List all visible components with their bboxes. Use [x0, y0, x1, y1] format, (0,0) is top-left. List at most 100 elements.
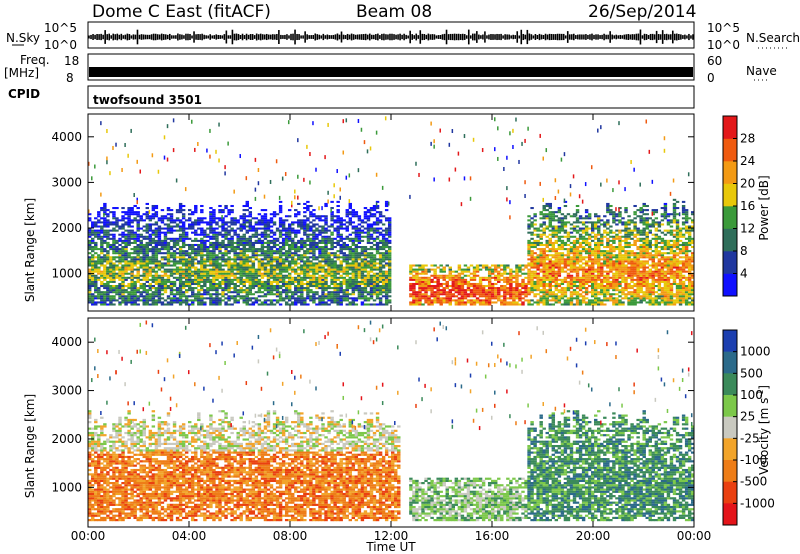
- heatmap-cell: [230, 264, 234, 267]
- heatmap-cell: [363, 248, 368, 251]
- heatmap-cell: [121, 280, 125, 283]
- heatmap-cell: [381, 280, 386, 283]
- heatmap-cell: [200, 250, 204, 253]
- heatmap-cell: [291, 221, 295, 224]
- heatmap-speckle: [481, 148, 484, 153]
- heatmap-speckle: [109, 171, 111, 176]
- heatmap-cell: [245, 241, 249, 244]
- heatmap-cell: [148, 289, 153, 292]
- heatmap-cell: [272, 223, 277, 226]
- heatmap-cell: [203, 285, 207, 288]
- heatmap-cell: [448, 297, 452, 300]
- heatmap-cell: [242, 280, 246, 283]
- heatmap-cell: [194, 254, 198, 257]
- heatmap-cell: [130, 276, 134, 279]
- heatmap-cell: [100, 291, 104, 294]
- heatmap-cell: [330, 243, 334, 247]
- heatmap-cell: [97, 293, 101, 296]
- heatmap-cell: [227, 237, 231, 240]
- heatmap-cell: [206, 246, 210, 249]
- heatmap-cell: [260, 221, 265, 224]
- heatmap-cell: [542, 229, 546, 232]
- heatmap-cell: [257, 237, 262, 240]
- heatmap-cell: [266, 282, 271, 286]
- heatmap-cell: [297, 282, 301, 286]
- heatmap-cell: [157, 241, 162, 244]
- heatmap-cell: [200, 233, 204, 236]
- heatmap-cell: [300, 287, 304, 290]
- heatmap-cell: [124, 260, 128, 263]
- heatmap-speckle: [163, 155, 166, 160]
- heatmap-cell: [306, 258, 310, 261]
- heatmap-cell: [218, 217, 222, 220]
- heatmap-cell: [306, 262, 310, 265]
- date-title: 26/Sep/2014: [588, 2, 696, 22]
- heatmap-cell: [306, 280, 310, 283]
- heatmap-cell: [430, 301, 434, 304]
- heatmap-cell: [121, 264, 125, 267]
- heatmap-cell: [527, 225, 531, 228]
- heatmap-cell: [160, 256, 165, 259]
- heatmap-cell: [324, 250, 328, 253]
- heatmap-cell: [297, 256, 301, 259]
- heatmap-cell: [548, 229, 552, 232]
- heatmap-cell: [175, 223, 180, 226]
- heatmap-cell: [294, 303, 298, 306]
- heatmap-cell: [145, 291, 149, 294]
- heatmap-cell: [181, 268, 186, 271]
- heatmap-cell: [330, 295, 334, 298]
- heatmap-cell: [242, 278, 246, 281]
- heatmap-cell: [542, 262, 546, 265]
- heatmap-cell: [88, 299, 92, 302]
- heatmap-cell: [154, 252, 159, 255]
- heatmap-cell: [497, 299, 501, 302]
- heatmap-cell: [266, 241, 271, 244]
- heatmap-cell: [218, 297, 222, 300]
- heatmap-cell: [151, 270, 156, 273]
- heatmap-cell: [100, 231, 104, 234]
- heatmap-speckle: [384, 116, 387, 121]
- heatmap-cell: [212, 264, 216, 267]
- heatmap-cell: [169, 217, 174, 220]
- heatmap-cell: [151, 287, 156, 290]
- heatmap-cell: [300, 227, 304, 230]
- heatmap-cell: [297, 285, 301, 288]
- heatmap-cell: [375, 237, 380, 240]
- heatmap-cell: [306, 285, 310, 288]
- heatmap-cell: [284, 254, 289, 257]
- heatmap-cell: [318, 280, 322, 283]
- heatmap-cell: [139, 246, 143, 249]
- heatmap-cell: [221, 293, 225, 296]
- heatmap-cell: [97, 211, 101, 214]
- heatmap-cell: [172, 270, 177, 273]
- heatmap-cell: [230, 272, 234, 275]
- heatmap-cell: [200, 231, 204, 234]
- heatmap-cell: [139, 285, 143, 288]
- heatmap-cell: [454, 299, 459, 302]
- heatmap-cell: [457, 303, 462, 306]
- heatmap-cell: [100, 264, 104, 267]
- heatmap-speckle: [88, 161, 90, 166]
- heatmap-cell: [197, 243, 201, 247]
- heatmap-cell: [151, 303, 156, 306]
- heatmap-cell: [384, 301, 389, 304]
- heatmap-cell: [154, 266, 159, 269]
- heatmap-cell: [415, 264, 419, 267]
- heatmap-cell: [424, 293, 428, 296]
- heatmap-cell: [360, 289, 365, 292]
- heatmap-cell: [339, 303, 343, 306]
- heatmap-cell: [254, 239, 259, 242]
- heatmap-cell: [215, 264, 219, 267]
- heatmap-cell: [409, 266, 413, 269]
- heatmap-cell: [427, 285, 431, 288]
- heatmap-cell: [254, 282, 259, 286]
- heatmap-cell: [524, 272, 528, 275]
- heatmap-cell: [291, 241, 295, 244]
- heatmap-cell: [227, 213, 231, 216]
- heatmap-cell: [318, 278, 322, 281]
- heatmap-cell: [436, 299, 440, 302]
- heatmap-cell: [212, 233, 216, 236]
- heatmap-cell: [121, 256, 125, 259]
- heatmap-cell: [557, 229, 562, 232]
- heatmap-cell: [545, 202, 549, 205]
